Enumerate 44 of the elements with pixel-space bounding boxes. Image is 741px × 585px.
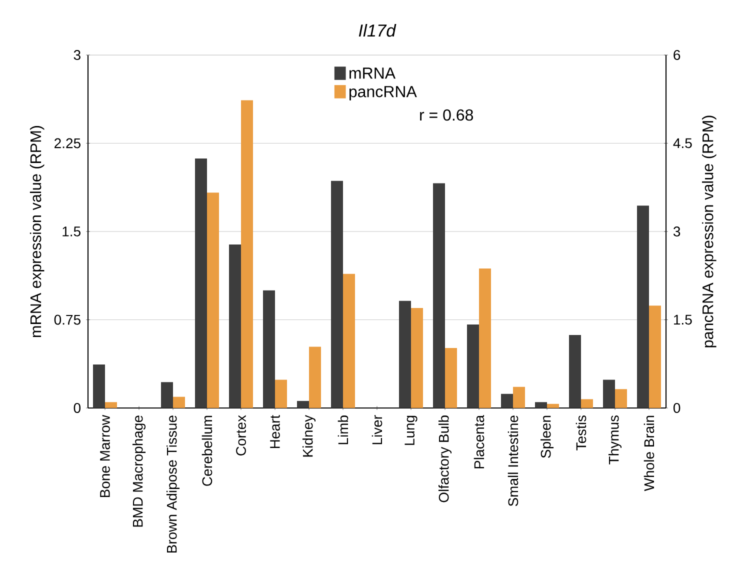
bar <box>263 290 276 408</box>
x-tick-label: Kidney <box>302 414 316 457</box>
y2-tick-label: 1.5 <box>674 314 692 325</box>
x-tick-label: Liver <box>372 415 382 444</box>
bar <box>93 364 106 408</box>
x-tick-label: Spleen <box>540 416 554 458</box>
x-tick-label: Olfactory Bulb <box>438 416 452 502</box>
y-axis-title: mRNA expression value (RPM) <box>30 126 44 337</box>
bar <box>581 399 594 408</box>
x-tick-label: BMD Macrophage <box>132 416 146 527</box>
y-tick-label: 1.5 <box>62 226 80 236</box>
x-tick-label: Thymus <box>608 415 622 464</box>
y-tick-label: 3 <box>74 50 80 60</box>
bar <box>297 400 310 408</box>
y2-tick-label: 6 <box>674 50 680 60</box>
bar <box>105 402 118 408</box>
bar <box>445 348 458 408</box>
chart-title: Il17d <box>358 24 396 37</box>
y2-axis-title: pancRNA expression value (RPM) <box>702 116 716 348</box>
x-tick-label: Limb <box>338 416 348 444</box>
x-tick-label: Cerebellum <box>202 416 212 486</box>
x-tick-label: Brown Adipose Tissue <box>166 416 180 553</box>
bar <box>275 380 288 408</box>
y2-tick-label: 0 <box>673 403 680 413</box>
x-tick-label: Lung <box>404 416 418 445</box>
x-tick-label: Testis <box>576 415 586 450</box>
x-tick-label: Placenta <box>474 414 484 468</box>
x-tick-label: Cortex <box>236 415 246 456</box>
x-tick-label: Small Intestine <box>508 416 518 506</box>
y-tick-label: 2.25 <box>54 138 80 148</box>
x-tick-label: Bone Marrow <box>100 414 110 498</box>
y-tick-label: 0.75 <box>54 314 80 325</box>
bar <box>161 382 174 408</box>
y2-tick-label: 3 <box>673 226 680 236</box>
bar <box>309 346 322 408</box>
y-tick-label: 0 <box>74 403 81 413</box>
x-tick-label: Heart <box>270 415 280 448</box>
legend-label: pancRNA <box>349 86 417 100</box>
bar <box>433 183 446 408</box>
annotation: r = 0.68 <box>420 109 473 121</box>
bar <box>569 335 582 408</box>
y2-tick-label: 4.5 <box>673 138 692 148</box>
x-tick-label: Whole Brain <box>644 416 654 492</box>
legend-label: mRNA <box>350 68 396 79</box>
